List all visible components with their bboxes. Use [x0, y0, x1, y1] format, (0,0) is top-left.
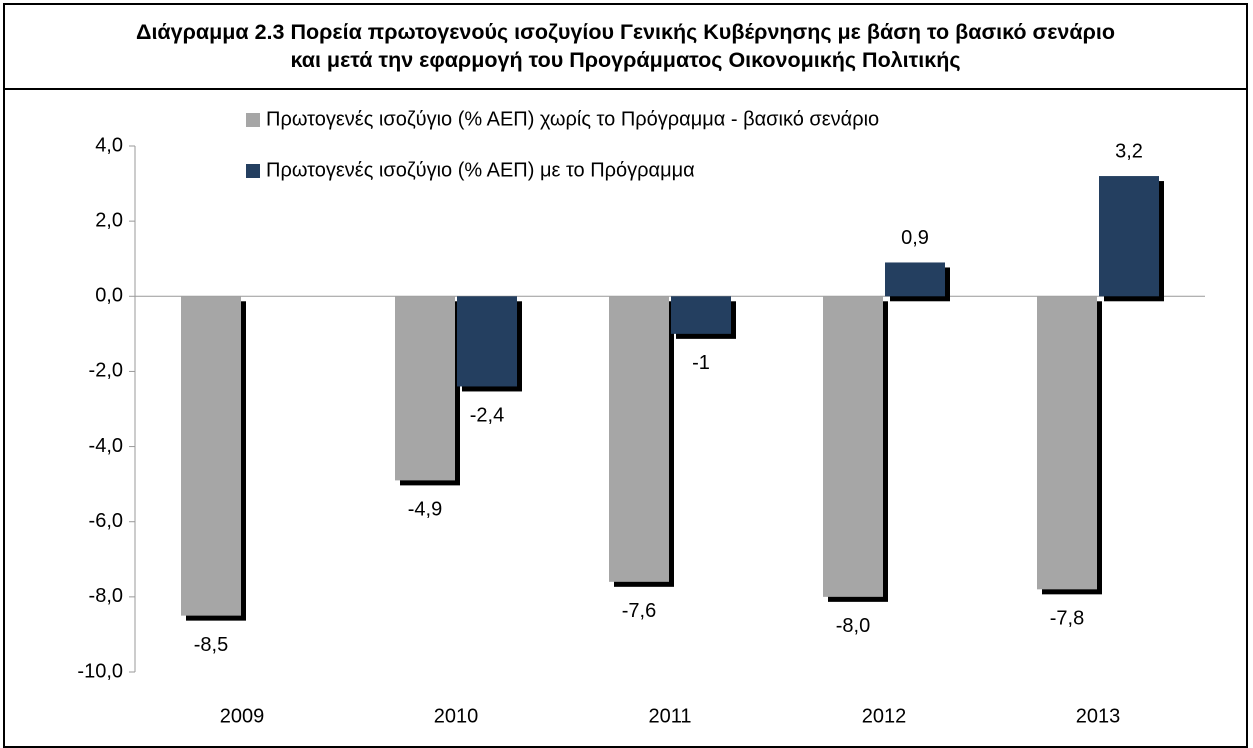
value-label: 3,2: [1115, 140, 1143, 162]
bar: [885, 262, 945, 297]
legend-swatch: [246, 113, 260, 127]
bar: [823, 296, 883, 597]
y-tick-label: -2,0: [89, 360, 123, 382]
value-label: -7,8: [1050, 608, 1084, 630]
x-tick-label: 2012: [862, 705, 907, 727]
y-tick-label: -8,0: [89, 585, 123, 607]
y-tick-label: 4,0: [95, 134, 123, 156]
x-tick-label: 2013: [1076, 705, 1121, 727]
x-tick-label: 2010: [434, 705, 479, 727]
y-tick-label: 2,0: [95, 209, 123, 231]
x-tick-label: 2009: [220, 705, 265, 727]
bar: [609, 296, 669, 582]
bar: [1099, 176, 1159, 297]
y-tick-label: -10,0: [77, 660, 123, 682]
x-tick-label: 2011: [648, 705, 691, 727]
bar: [671, 296, 731, 334]
legend-swatch: [246, 164, 260, 178]
value-label: -8,5: [194, 634, 228, 656]
value-label: -7,6: [622, 600, 656, 622]
value-label: 0,9: [901, 227, 929, 249]
value-label: -8,0: [836, 615, 870, 637]
value-label: -2,4: [470, 405, 504, 427]
legend-label: Πρωτογενές ισοζύγιο (% ΑΕΠ) χωρίς το Πρό…: [266, 108, 879, 130]
value-label: -1: [692, 352, 710, 374]
value-label: -4,9: [408, 499, 442, 521]
bar: [181, 296, 241, 616]
bar: [395, 296, 455, 481]
chart-title: Διάγραμμα 2.3 Πορεία πρωτογενούς ισοζυγί…: [5, 5, 1246, 90]
title-line: και μετά την εφαρμογή του Προγράμματος Ο…: [290, 48, 961, 72]
legend-label: Πρωτογενές ισοζύγιο (% ΑΕΠ) με το Πρόγρα…: [266, 159, 695, 181]
chart-frame: Διάγραμμα 2.3 Πορεία πρωτογενούς ισοζυγί…: [3, 3, 1248, 748]
y-tick-label: -6,0: [89, 510, 123, 532]
y-tick-label: -4,0: [89, 435, 123, 457]
y-tick-label: 0,0: [95, 285, 123, 307]
bar: [1037, 296, 1097, 590]
bar: [457, 296, 517, 387]
title-line: Διάγραμμα 2.3 Πορεία πρωτογενούς ισοζυγί…: [135, 20, 1116, 44]
